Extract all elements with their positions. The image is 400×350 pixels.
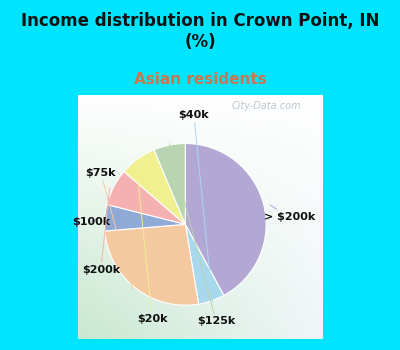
Wedge shape bbox=[185, 224, 224, 304]
Text: Income distribution in Crown Point, IN
(%): Income distribution in Crown Point, IN (… bbox=[21, 12, 379, 51]
Wedge shape bbox=[104, 204, 185, 231]
Text: $100k: $100k bbox=[72, 217, 110, 227]
Wedge shape bbox=[107, 172, 185, 224]
Wedge shape bbox=[124, 150, 185, 224]
Text: $40k: $40k bbox=[178, 110, 212, 302]
Text: $125k: $125k bbox=[169, 144, 235, 326]
Text: City-Data.com: City-Data.com bbox=[232, 101, 302, 111]
Text: > $200k: > $200k bbox=[264, 205, 315, 222]
Text: $200k: $200k bbox=[82, 188, 120, 275]
Wedge shape bbox=[154, 144, 185, 224]
Text: Asian residents: Asian residents bbox=[134, 72, 266, 87]
Wedge shape bbox=[185, 144, 266, 295]
Wedge shape bbox=[105, 224, 199, 305]
Text: $75k: $75k bbox=[86, 168, 132, 289]
Text: $20k: $20k bbox=[136, 159, 168, 324]
